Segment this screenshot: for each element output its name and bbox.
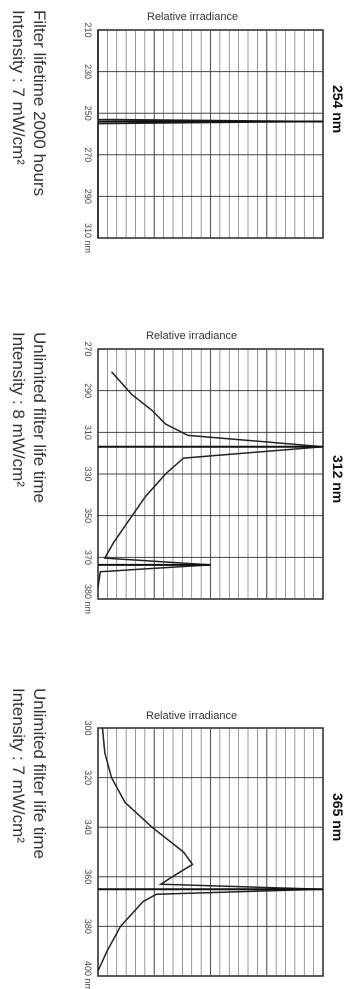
filter-info: Unlimited filter life time Intensity : 8… — [8, 332, 50, 503]
filter-lifetime-text: Filter lifetime 2000 hours — [30, 10, 49, 197]
tick-label: 350 — [83, 508, 93, 523]
tick-label: 380 nm — [83, 584, 93, 614]
intensity-text: Intensity : 8 mW/cm² — [9, 332, 28, 487]
spectrum-curve — [97, 727, 324, 972]
chart-title: Relative irradiance — [146, 330, 238, 342]
intensity-text: Intensity : 7 mW/cm² — [9, 688, 28, 843]
tick-label: 270 — [83, 147, 93, 162]
chart-365: 300 320 340 360 380 400 nm — [83, 720, 324, 989]
tick-label: 400 nm — [83, 961, 93, 989]
tick-label: 320 — [83, 770, 93, 785]
tick-label: 300 — [83, 720, 93, 735]
tick-label: 370 — [83, 550, 93, 565]
tick-label: 210 — [83, 22, 93, 37]
tick-label: 310 — [83, 425, 93, 440]
tick-label: 380 — [83, 919, 93, 934]
peak-wavelength-label: 254 nm — [330, 85, 346, 134]
spectrum-curve — [97, 371, 324, 588]
tick-label: 330 — [83, 466, 93, 481]
intensity-text: Intensity : 7 mW/cm² — [9, 10, 28, 165]
tick-label: 270 — [83, 341, 93, 356]
tick-label: 290 — [83, 189, 93, 204]
tick-label: 290 — [83, 383, 93, 398]
peak-wavelength-label: 365 nm — [330, 793, 346, 842]
filter-info: Unlimited filter life time Intensity : 7… — [8, 688, 50, 859]
filter-lifetime-text: Unlimited filter life time — [30, 332, 49, 503]
peak-wavelength-label: 312 nm — [330, 455, 346, 504]
chart-312: 270 290 310 330 350 370 380 nm — [83, 341, 324, 614]
tick-label: 310 nm — [83, 223, 93, 253]
chart-title: Relative irradiance — [147, 11, 239, 23]
chart-254: 210 230 250 270 290 310 nm — [83, 22, 324, 253]
filter-lifetime-text: Unlimited filter life time — [30, 688, 49, 859]
chart-title: Relative irradiance — [146, 710, 238, 722]
filter-info: Filter lifetime 2000 hours Intensity : 7… — [8, 10, 50, 196]
tick-label: 250 — [83, 106, 93, 121]
tick-label: 340 — [83, 820, 93, 835]
tick-label: 360 — [83, 869, 93, 884]
tick-label: 230 — [83, 64, 93, 79]
